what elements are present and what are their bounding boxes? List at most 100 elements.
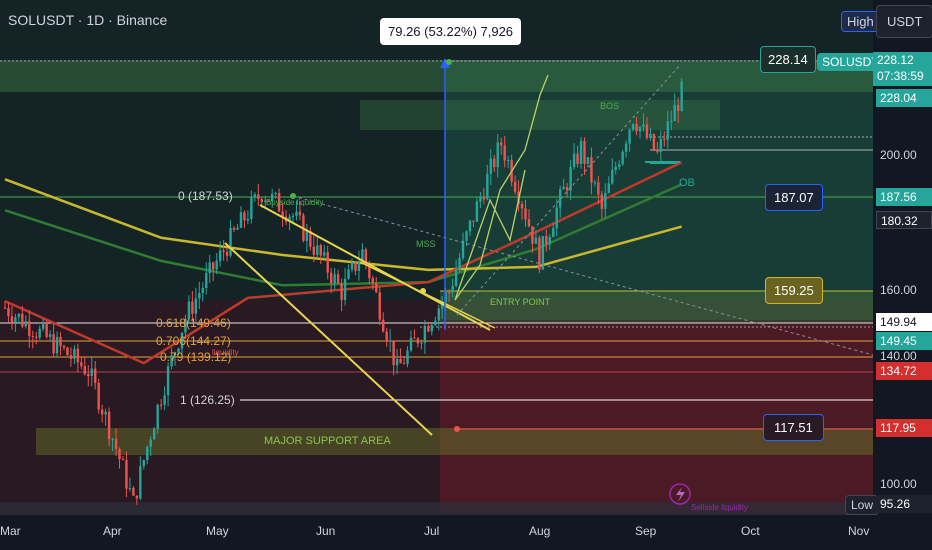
level-badge-117: 117.51 [763,414,824,441]
candle [267,200,270,202]
candle [676,97,680,123]
candle [277,188,281,213]
candle [385,327,388,347]
candle-body [225,251,229,256]
candle-body [607,183,610,193]
candle [48,330,52,342]
candle-body [465,231,468,241]
candle-body [76,348,80,363]
flash-icon[interactable] [669,483,691,505]
candle-body [368,263,371,279]
candle-body [562,186,565,190]
candle [399,348,402,364]
high-button[interactable]: High [841,11,880,32]
candle [409,330,413,353]
candle [611,158,614,185]
price-tag-149-45: 149.45 [876,332,932,350]
candle [253,192,257,202]
candle-body [676,104,680,111]
candle [604,183,607,218]
candle-body [59,336,62,347]
candle [416,336,420,348]
candle [14,313,17,333]
symbol-title: SOLUSDT · 1D · Binance [8,12,168,28]
candle-body [38,328,41,338]
candle [298,202,302,221]
x-tick-nov: Nov [848,524,870,538]
candle [343,267,347,306]
candle-body [437,308,440,321]
candle-body [55,336,59,354]
candle [454,259,458,288]
candle [670,110,673,131]
candle-body [69,355,73,359]
candle-body [583,140,586,164]
candle [312,235,316,263]
candle-body [239,212,243,228]
candle [527,209,531,228]
candle [191,290,194,322]
currency-button[interactable]: USDT [876,5,932,38]
moving-average-3 [4,161,683,365]
candle-body [513,181,517,192]
candle-body [340,283,343,301]
fib-label-0618: 0.618(149.46) [156,316,231,330]
candle-body [333,274,336,284]
lower-red-zone [0,300,873,515]
candle-body [531,226,534,244]
candle-body [180,332,184,349]
candle [38,325,41,340]
candle-body [597,182,600,195]
candle [350,258,354,273]
candle-body [236,227,239,230]
candle [441,296,444,320]
candle-body [375,282,378,293]
candle [656,141,659,155]
candle-body [624,143,628,152]
candle [600,191,604,219]
candle-body [52,334,55,354]
time-axis [0,515,932,550]
candle-body [107,411,111,440]
dotted-trendline [292,195,874,356]
candle-body [506,160,510,162]
candle-body [427,326,430,332]
candle-body [642,124,645,127]
candle [246,210,250,225]
candle-body [399,358,402,364]
candle-body [159,404,163,406]
candle [340,278,343,312]
candle [666,110,669,149]
candle-body [569,167,572,191]
candle-body [565,186,569,191]
candle-body [215,260,218,270]
candle-body [336,274,340,284]
candle [465,230,468,247]
candle-body [21,313,24,327]
candle [593,179,597,187]
candle [212,261,215,282]
candle [468,219,472,237]
candle-body [232,227,236,230]
candle [496,134,499,178]
candle [475,197,479,223]
candle-body [205,273,208,288]
candle [624,140,628,158]
candle [451,278,454,298]
candle-body [295,211,298,216]
candle [461,232,465,261]
candle-body [545,236,548,245]
fib-label-1: 1 (126.25) [180,393,235,407]
candle-body [548,237,551,245]
candle-body [406,350,409,364]
candle-body [385,331,388,342]
candle [229,220,232,258]
candle-body [673,104,676,121]
anchor-point [420,288,426,294]
candle-body [132,487,135,496]
flash-icon-bolt [676,487,685,502]
candle-body [638,126,642,132]
candle [413,329,416,339]
candle [17,312,21,324]
